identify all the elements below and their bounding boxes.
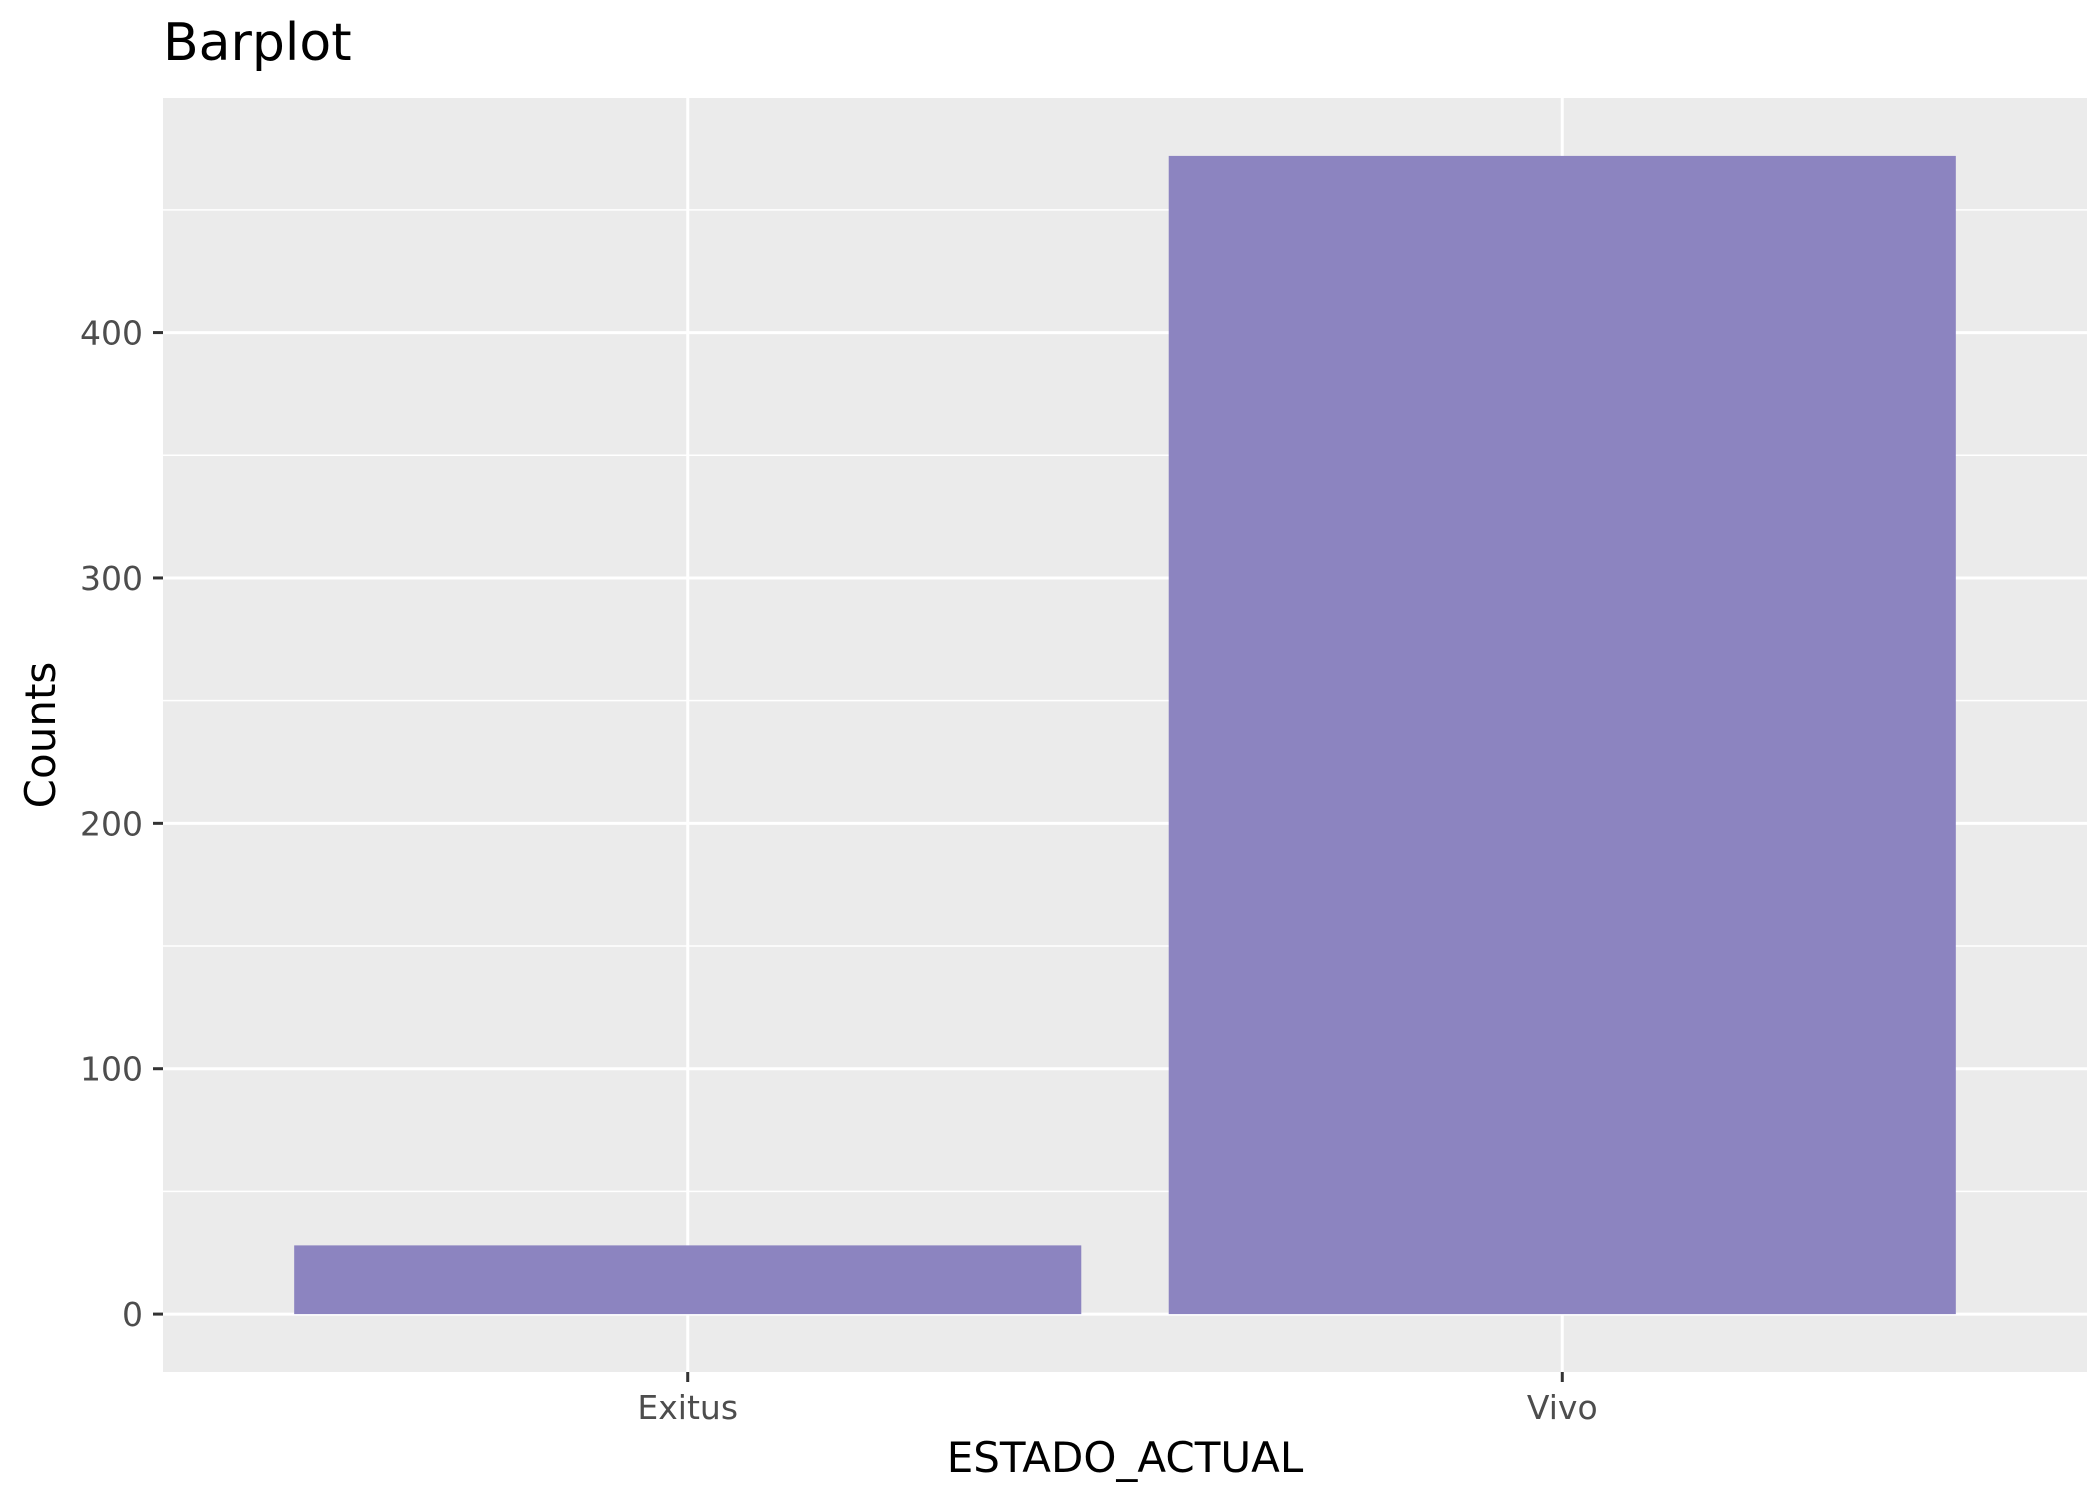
bar-exitus <box>294 1245 1082 1315</box>
y-tick-label: 400 <box>80 314 143 353</box>
y-tick-label: 100 <box>80 1050 143 1089</box>
y-tick-label: 300 <box>80 559 143 598</box>
y-axis-title: Counts <box>16 662 65 809</box>
x-axis-title: ESTADO_ACTUAL <box>947 1433 1304 1482</box>
x-tick-label: Vivo <box>1527 1388 1598 1427</box>
chart-title: Barplot <box>163 13 352 73</box>
x-tick-label: Exitus <box>637 1388 738 1427</box>
bars <box>294 155 1956 1315</box>
x-axis: Exitus Vivo <box>637 1372 1598 1427</box>
bar-vivo <box>1168 155 1956 1315</box>
y-tick-label: 0 <box>122 1295 143 1334</box>
y-axis: 0 100 200 300 400 <box>80 314 163 1334</box>
y-tick-label: 200 <box>80 804 143 843</box>
